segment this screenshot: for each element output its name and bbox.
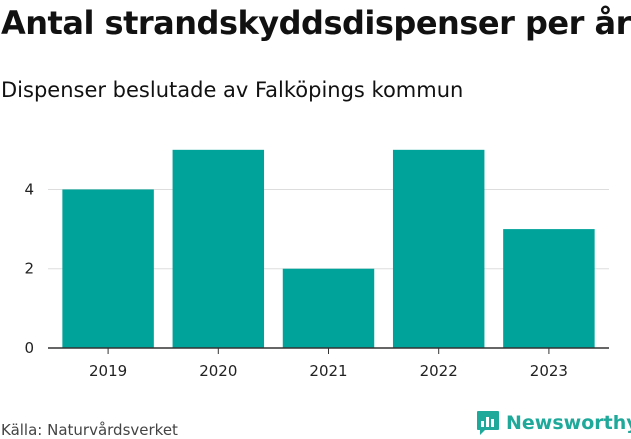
bar <box>503 229 595 348</box>
x-tick-label: 2020 <box>199 362 237 380</box>
x-tick-label: 2022 <box>420 362 458 380</box>
chart-subtitle: Dispenser beslutade av Falköpings kommun <box>1 78 464 102</box>
chart-title: Antal strandskyddsdispenser per år <box>1 4 631 42</box>
x-tick-label: 2023 <box>530 362 568 380</box>
brand-name: Newsworthy <box>506 412 631 434</box>
x-tick-label: 2019 <box>89 362 127 380</box>
source-note: Källa: Naturvårdsverket <box>1 421 178 439</box>
bar <box>62 189 154 348</box>
y-tick-label: 2 <box>24 260 34 278</box>
bar <box>392 149 485 348</box>
brand-logo: Newsworthy <box>476 410 631 436</box>
y-tick-label: 4 <box>24 180 34 198</box>
bar <box>282 268 375 348</box>
bar <box>172 149 265 348</box>
x-tick-label: 2021 <box>309 362 347 380</box>
y-tick-label: 0 <box>24 339 34 357</box>
bar-chart: 0 2 4 2019 2020 2021 2022 2023 <box>24 149 609 380</box>
bar-chart-icon <box>477 411 499 435</box>
